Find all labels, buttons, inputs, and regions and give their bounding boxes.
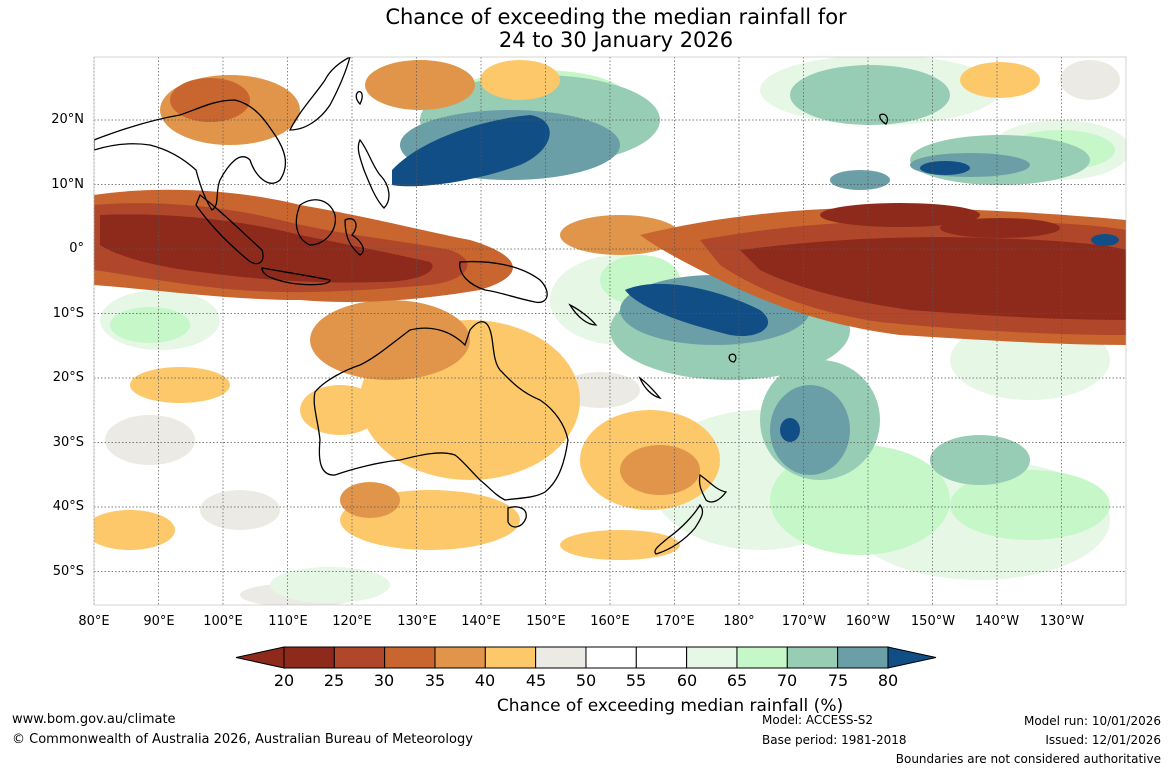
website-link[interactable]: www.bom.gov.au/climate xyxy=(12,712,176,727)
china-coastline xyxy=(288,57,351,131)
colorbar-tick-65: 65 xyxy=(726,671,748,690)
lon-label-110e: 110°E xyxy=(268,614,308,629)
wet-hotspots-pacific xyxy=(1091,234,1119,246)
lon-label-150w: 150°W xyxy=(910,614,956,629)
colorbar-tick-20: 20 xyxy=(273,671,295,690)
lon-label-140w: 140°W xyxy=(974,614,1020,629)
colorbar-segment-40 xyxy=(484,646,537,669)
borneo-coastline xyxy=(295,199,337,246)
new-zealand-north-coastline xyxy=(698,473,728,503)
sulawesi-coastline xyxy=(344,218,364,256)
model-run-date: Model run: 10/01/2026 xyxy=(1023,714,1161,728)
hawaii-coastline xyxy=(879,113,889,125)
asia-mainland-coastline xyxy=(94,99,287,211)
sumatra-coastline xyxy=(195,193,264,265)
colorbar-segment-65 xyxy=(736,646,788,669)
fiji-coastline xyxy=(728,353,737,363)
lon-label-170w: 170°W xyxy=(781,614,827,629)
australia-coastline xyxy=(313,321,569,501)
graticule xyxy=(93,57,1126,605)
colorbar-segment-60 xyxy=(686,646,738,669)
lon-label-160w: 160°W xyxy=(845,614,891,629)
lon-label-100e: 100°E xyxy=(203,614,243,629)
lat-label-50s: 50°S xyxy=(52,564,84,579)
lon-label-180: 180° xyxy=(723,614,755,629)
boundaries-disclaimer: Boundaries are not considered authoritat… xyxy=(895,752,1161,766)
java-coastline xyxy=(261,267,331,286)
colorbar-segment-35 xyxy=(434,646,486,669)
colorbar-tick-70: 70 xyxy=(776,671,798,690)
chart-title-line1: Chance of exceeding the median rainfall … xyxy=(385,5,847,29)
lat-label-30s: 30°S xyxy=(52,435,84,450)
colorbar-segment-75 xyxy=(837,646,889,669)
colorbar-segment-55 xyxy=(635,646,688,669)
colorbar-tick-35: 35 xyxy=(424,671,446,690)
lat-label-10s: 10°S xyxy=(52,306,84,321)
solomon-islands-coastline xyxy=(568,303,598,326)
lon-label-160e: 160°E xyxy=(590,614,630,629)
lon-label-150e: 150°E xyxy=(526,614,566,629)
colorbar-segment-70 xyxy=(786,646,839,669)
model-name: Model: ACCESS-S2 xyxy=(762,713,874,727)
lon-label-130w: 130°W xyxy=(1039,614,1085,629)
lat-label-0: 0° xyxy=(69,241,84,256)
colorbar-tick-45: 45 xyxy=(525,671,547,690)
colorbar-tick-50: 50 xyxy=(575,671,597,690)
tasmania-coastline xyxy=(507,506,527,528)
lat-label-40s: 40°S xyxy=(52,499,84,514)
colorbar-segment-50 xyxy=(585,646,637,669)
colorbar-tick-55: 55 xyxy=(625,671,647,690)
colorbar-tick-80: 80 xyxy=(877,671,899,690)
colorbar-segment-20 xyxy=(283,646,335,669)
colorbar-label: Chance of exceeding median rainfall (%) xyxy=(496,696,844,716)
colorbar-low-extension xyxy=(235,646,285,669)
new-guinea-coastline xyxy=(459,260,548,304)
lon-label-130e: 130°E xyxy=(397,614,437,629)
copyright-notice: © Commonwealth of Australia 2026, Austra… xyxy=(12,732,473,747)
colorbar-tick-75: 75 xyxy=(827,671,849,690)
colorbar-tick-25: 25 xyxy=(323,671,345,690)
chart-title-line2: 24 to 30 January 2026 xyxy=(498,28,734,52)
dry-extreme-areas xyxy=(100,203,1126,320)
colorbar-high-extension xyxy=(887,646,937,669)
colorbar-tick-30: 30 xyxy=(373,671,395,690)
lat-label-20n: 20°N xyxy=(51,112,84,127)
colorbar-segment-25 xyxy=(333,646,386,669)
lat-label-20s: 20°S xyxy=(52,370,84,385)
taiwan-coastline xyxy=(355,90,363,106)
colorbar xyxy=(235,646,937,669)
lon-label-90e: 90°E xyxy=(143,614,175,629)
lon-label-120e: 120°E xyxy=(332,614,372,629)
colorbar-tick-40: 40 xyxy=(474,671,496,690)
colorbar-segment-45 xyxy=(535,646,587,669)
lat-label-10n: 10°N xyxy=(51,177,84,192)
issued-date: Issued: 12/01/2026 xyxy=(1045,733,1161,747)
lon-label-170e: 170°E xyxy=(655,614,695,629)
new-caledonia-coastline xyxy=(638,376,662,400)
philippines-coastline xyxy=(357,138,390,209)
lon-label-140e: 140°E xyxy=(461,614,501,629)
base-period: Base period: 1981-2018 xyxy=(762,733,907,747)
new-zealand-south-coastline xyxy=(654,503,704,555)
colorbar-tick-60: 60 xyxy=(676,671,698,690)
coastlines xyxy=(94,57,889,555)
colorbar-segment-30 xyxy=(384,646,436,669)
map-frame xyxy=(93,56,1127,606)
lon-label-80e: 80°E xyxy=(78,614,110,629)
